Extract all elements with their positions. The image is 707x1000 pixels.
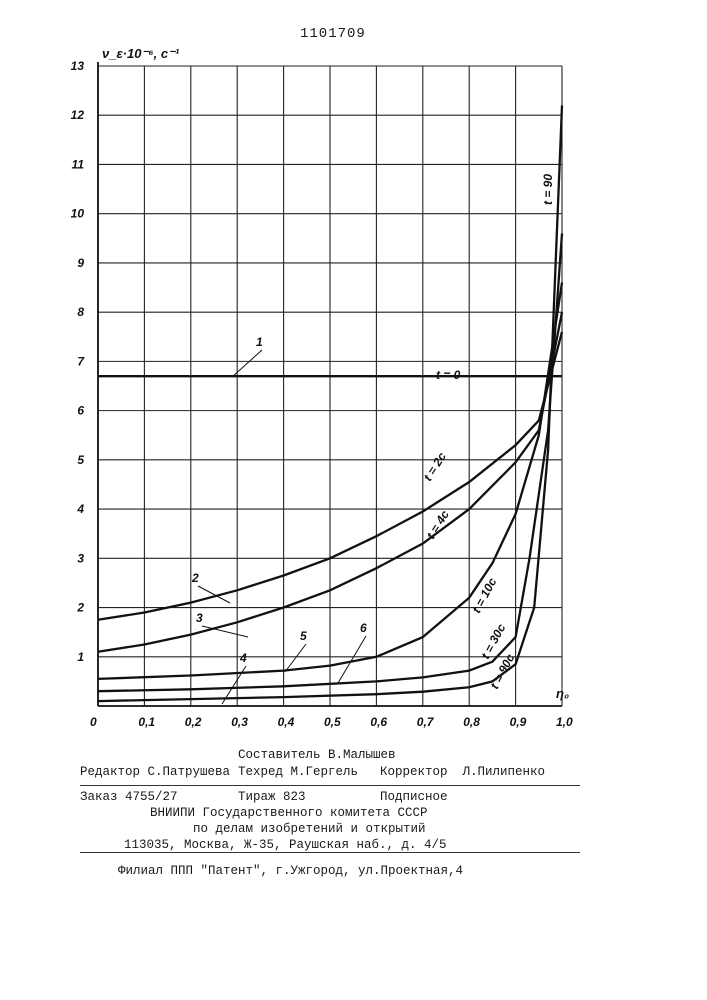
series-leader-1 bbox=[232, 350, 262, 377]
series-number-2: 2 bbox=[191, 571, 199, 585]
footer-divider-2 bbox=[80, 852, 580, 853]
footer-circulation: Тираж 823 bbox=[238, 790, 306, 804]
y-tick-label: 13 bbox=[71, 59, 85, 73]
y-tick-label: 11 bbox=[72, 157, 85, 171]
curve-annotation: t = 2c bbox=[421, 450, 449, 484]
y-tick-label: 8 bbox=[77, 305, 84, 319]
chart-grid bbox=[98, 66, 562, 706]
footer-techred: Техред М.Гергель bbox=[238, 765, 358, 779]
y-tick-label: 12 bbox=[71, 108, 85, 122]
footer-branch: Филиал ППП "Патент", г.Ужгород, ул.Проек… bbox=[118, 864, 463, 878]
curve-annotation: t = 90 bbox=[541, 174, 555, 205]
y-tick-label: 3 bbox=[77, 551, 84, 565]
series-number-4: 4 bbox=[239, 651, 247, 665]
curve-annotation: t = 0 bbox=[436, 368, 461, 382]
footer-divider bbox=[80, 785, 580, 786]
y-tick-label: 10 bbox=[71, 207, 85, 221]
series-leader-3 bbox=[202, 626, 248, 637]
y-tick-label: 2 bbox=[76, 601, 84, 615]
footer-editor: Редактор С.Патрушева bbox=[80, 765, 230, 779]
x-tick-label: 0,4 bbox=[278, 715, 295, 729]
x-tick-label: 1,0 bbox=[556, 715, 573, 729]
footer-org1: ВНИИПИ Государственного комитета СССР bbox=[150, 806, 428, 820]
footer-subscription: Подписное bbox=[380, 790, 448, 804]
footer-compiler: Составитель В.Малышев bbox=[238, 748, 396, 762]
y-tick-label: 4 bbox=[76, 502, 84, 516]
x-tick-label: 0,6 bbox=[370, 715, 387, 729]
series-number-3: 3 bbox=[196, 611, 203, 625]
y-tick-label: 7 bbox=[77, 354, 85, 368]
footer-org2: по делам изобретений и открытий bbox=[193, 822, 426, 836]
series-number-5: 5 bbox=[300, 629, 307, 643]
series-number-1: 1 bbox=[256, 335, 263, 349]
y-tick-label: 1 bbox=[77, 650, 84, 664]
y-tick-label: 6 bbox=[77, 404, 84, 418]
chart: 00,10,20,30,40,50,60,70,80,91,0123456789… bbox=[0, 0, 707, 760]
x-tick-label: 0,8 bbox=[463, 715, 480, 729]
footer-order: Заказ 4755/27 bbox=[80, 790, 178, 804]
x-tick-label: 0,7 bbox=[417, 715, 435, 729]
y-tick-label: 5 bbox=[77, 453, 84, 467]
x-axis-label: η₀ bbox=[556, 686, 569, 701]
x-tick-label: 0,3 bbox=[231, 715, 248, 729]
x-tick-label: 0,2 bbox=[185, 715, 202, 729]
x-tick-label: 0,1 bbox=[138, 715, 155, 729]
series-number-6: 6 bbox=[360, 621, 367, 635]
x-tick-label: 0 bbox=[90, 715, 97, 729]
y-tick-label: 9 bbox=[77, 256, 84, 270]
chart-labels: 123456t = 0t = 2ct = 4ct = 10ct = 30ct =… bbox=[191, 174, 555, 704]
footer-corrector: Корректор Л.Пилипенко bbox=[380, 765, 545, 779]
x-tick-label: 0,9 bbox=[510, 715, 527, 729]
footer-address: 113035, Москва, Ж-35, Раушская наб., д. … bbox=[124, 838, 447, 852]
y-axis-label: ν_ε·10⁻⁶, c⁻¹ bbox=[102, 46, 180, 61]
curve-annotation: t = 10c bbox=[469, 575, 499, 615]
x-tick-label: 0,5 bbox=[324, 715, 341, 729]
